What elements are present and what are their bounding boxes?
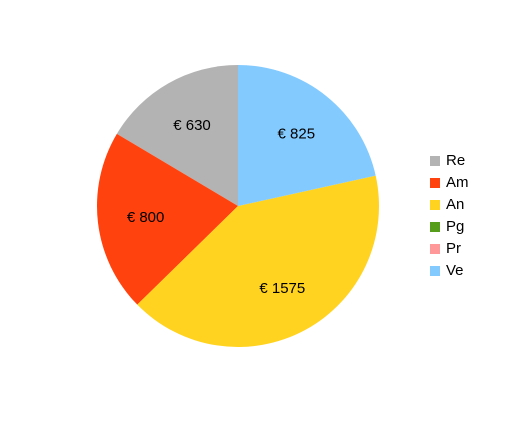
legend-item-pr: Pr — [430, 238, 469, 260]
legend-label-pg: Pg — [446, 216, 464, 238]
legend-label-re: Re — [446, 150, 465, 172]
legend: Re Am An Pg Pr Ve — [430, 150, 469, 282]
legend-swatch-re — [430, 156, 440, 166]
data-label-am: € 800 — [127, 209, 165, 226]
legend-label-an: An — [446, 194, 464, 216]
legend-item-pg: Pg — [430, 216, 469, 238]
legend-swatch-pr — [430, 244, 440, 254]
legend-item-an: An — [430, 194, 469, 216]
legend-item-ve: Ve — [430, 260, 469, 282]
legend-item-am: Am — [430, 172, 469, 194]
legend-swatch-an — [430, 200, 440, 210]
legend-label-am: Am — [446, 172, 469, 194]
data-label-ve: € 825 — [278, 125, 316, 142]
data-label-re: € 630 — [173, 117, 211, 134]
legend-label-ve: Ve — [446, 260, 464, 282]
data-label-an: € 1575 — [259, 280, 305, 297]
legend-label-pr: Pr — [446, 238, 461, 260]
legend-swatch-pg — [430, 222, 440, 232]
legend-swatch-am — [430, 178, 440, 188]
legend-swatch-ve — [430, 266, 440, 276]
legend-item-re: Re — [430, 150, 469, 172]
